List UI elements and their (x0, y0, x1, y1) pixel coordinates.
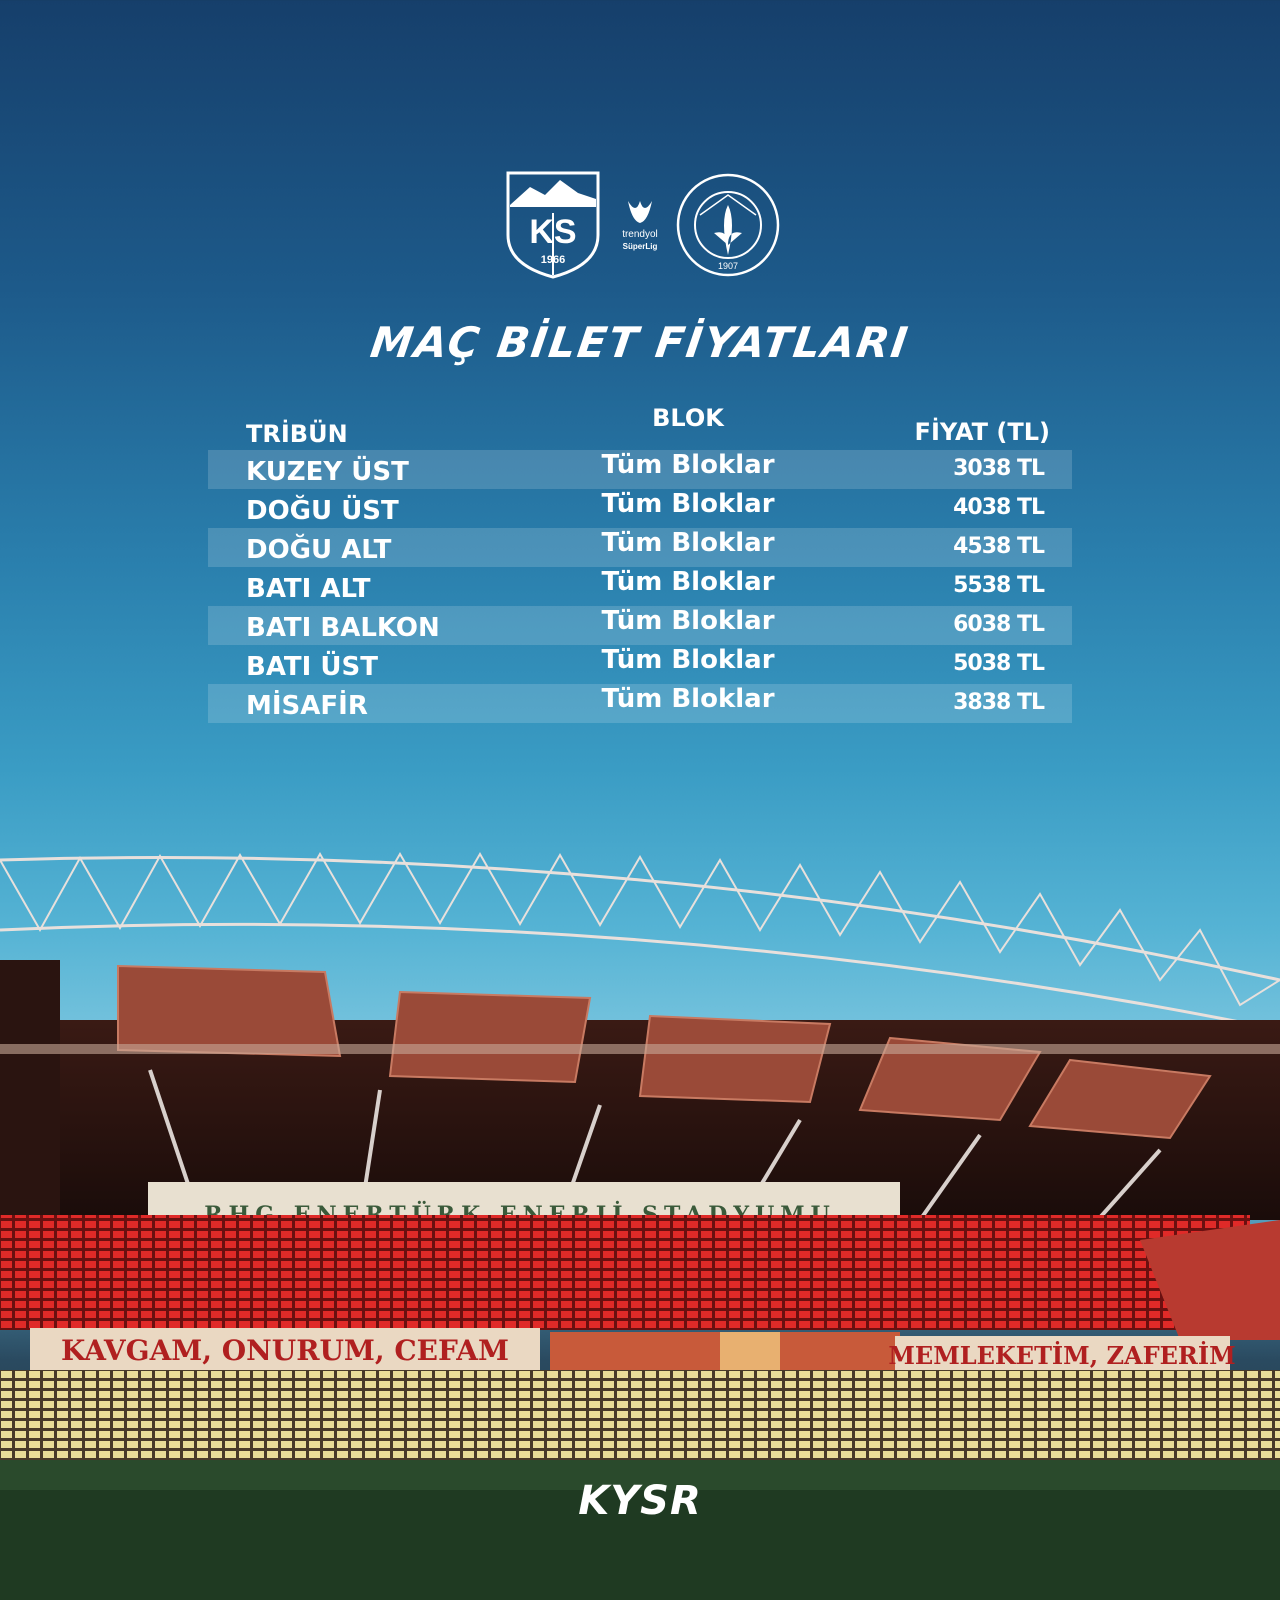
home-crest-year: 1966 (541, 254, 565, 266)
header-blok: BLOK (652, 404, 724, 432)
blok-cell: Tüm Bloklar (601, 606, 775, 636)
roof-canopies (117, 964, 1212, 1140)
league-subname: SüperLig (623, 242, 658, 251)
tribun-cell: BATI ALT (246, 574, 371, 604)
stadium-photo: RHG ENERTÜRK ENERJİ STADYUMU KAVGAM, ONU… (0, 851, 1280, 1600)
price-cell: 3838 TL (953, 690, 1045, 715)
banner-right (895, 1336, 1230, 1372)
kayserispor-crest-icon: KS 1966 (506, 171, 600, 279)
tribun-cell: MİSAFİR (246, 691, 368, 721)
league-name: trendyol (622, 229, 658, 240)
kysr-logo: KYSR (578, 1478, 702, 1524)
away-crest-year: 1907 (718, 261, 738, 271)
tribun-cell: BATI BALKON (246, 613, 440, 643)
price-cell: 4038 TL (953, 495, 1045, 520)
banner-right-text: MEMLEKETİM, ZAFERİM (888, 1341, 1235, 1370)
header-fiyat: FİYAT (TL) (914, 418, 1050, 446)
price-cell: 5038 TL (953, 651, 1045, 676)
table-row: BATI ÜST Tüm Bloklar 5038 TL (208, 645, 1072, 684)
tribun-cell: KUZEY ÜST (246, 457, 409, 487)
banner-left-text: KAVGAM, ONURUM, CEFAM (61, 1334, 509, 1367)
header-tribun: TRİBÜN (246, 420, 348, 448)
blok-cell: Tüm Bloklar (601, 489, 775, 519)
blok-cell: Tüm Bloklar (601, 450, 775, 480)
tribun-cell: DOĞU ÜST (246, 496, 399, 526)
tribun-cell: BATI ÜST (246, 652, 378, 682)
roof-truss (0, 851, 1280, 1032)
blok-cell: Tüm Bloklar (601, 684, 775, 714)
fenerbahce-crest-icon: 1907 (676, 173, 780, 277)
blok-cell: Tüm Bloklar (601, 528, 775, 558)
price-cell: 6038 TL (953, 612, 1045, 637)
tribun-cell: DOĞU ALT (246, 535, 392, 565)
blok-cell: Tüm Bloklar (601, 645, 775, 675)
table-row: BATI ALT Tüm Bloklar 5538 TL (208, 567, 1072, 606)
crowd-yellow (0, 1370, 1280, 1470)
banner-left (30, 1328, 540, 1370)
trendyol-superlig-icon: trendyol SüperLig (622, 201, 658, 251)
ticket-price-table: TRİBÜN BLOK FİYAT (TL) KUZEY ÜST Tüm Blok… (208, 404, 1072, 723)
price-cell: 3038 TL (953, 456, 1045, 481)
table-row: MİSAFİR Tüm Bloklar 3838 TL (208, 684, 1072, 723)
table-header: TRİBÜN BLOK FİYAT (TL) (208, 404, 1072, 450)
page-title: MAÇ BİLET FİYATLARI (367, 318, 913, 367)
crowd-red (0, 1215, 1250, 1330)
price-cell: 4538 TL (953, 534, 1045, 559)
table-row: DOĞU ALT Tüm Bloklar 4538 TL (208, 528, 1072, 567)
blok-cell: Tüm Bloklar (601, 567, 775, 597)
club-logos: KS 1966 trendyol SüperLig 1907 (506, 171, 780, 279)
price-cell: 5538 TL (953, 573, 1045, 598)
table-row: BATI BALKON Tüm Bloklar 6038 TL (208, 606, 1072, 645)
table-row: KUZEY ÜST Tüm Bloklar 3038 TL (208, 450, 1072, 489)
table-row: DOĞU ÜST Tüm Bloklar 4038 TL (208, 489, 1072, 528)
